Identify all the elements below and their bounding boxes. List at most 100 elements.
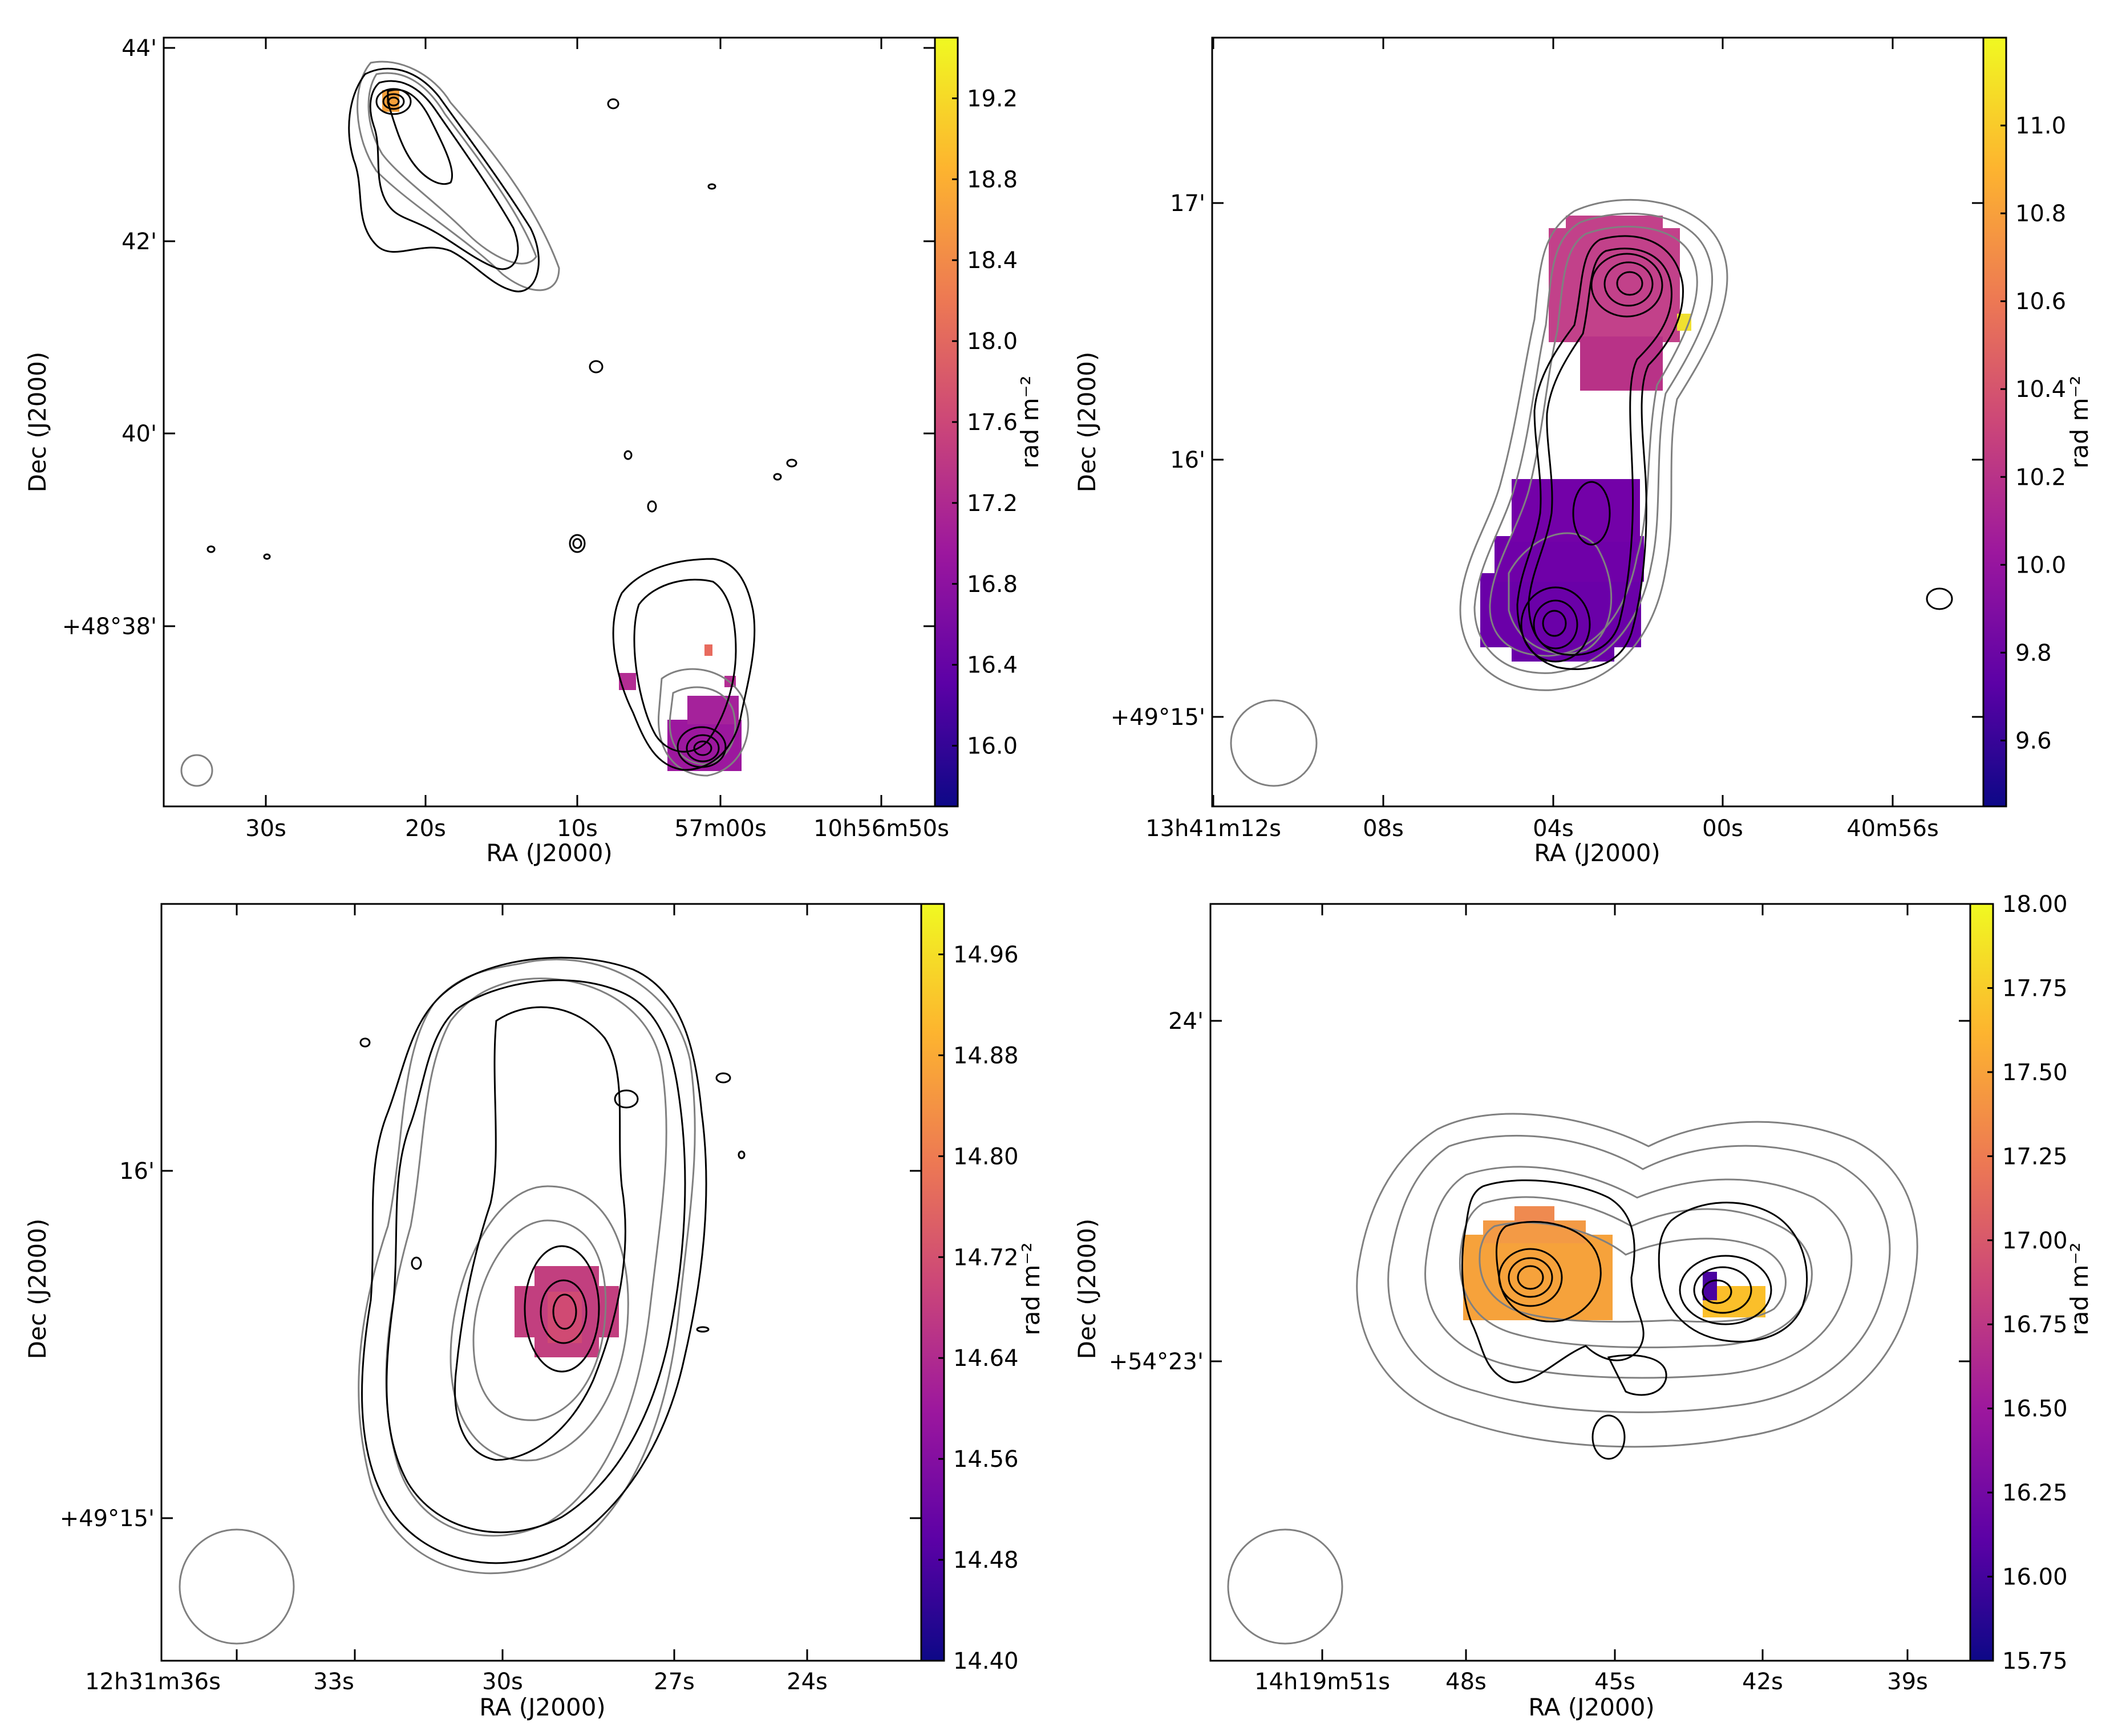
point-source	[263, 553, 271, 560]
colorbar-tick-label: 10.8	[2015, 201, 2066, 227]
point-source	[696, 1326, 710, 1333]
rm-pixels-south-b	[687, 696, 739, 724]
panel-3-black-contours	[359, 956, 746, 1564]
x-tick-label: 45s	[1594, 1669, 1635, 1695]
colorbar-tick-label: 16.0	[967, 733, 1018, 760]
panel-2-gray-contours	[1230, 198, 1728, 787]
rm-pixels-south-b	[1495, 536, 1644, 582]
rm-pixels-west-c	[1514, 1206, 1554, 1223]
point-source	[786, 459, 797, 468]
colorbar-tick-label: 10.6	[2015, 289, 2066, 315]
rm-pixels-west	[1463, 1235, 1613, 1320]
black-contour	[382, 93, 405, 110]
gray-contour	[1508, 532, 1613, 655]
colorbar-tick-label: 16.8	[967, 571, 1018, 598]
panel-2: 13h41m12s 08s 04s 00s 40m56s 17' 16' +49…	[1073, 36, 2093, 867]
x-axis-label: RA (J2000)	[1534, 839, 1661, 867]
panel-1: 30s 20s 10s 57m00s 10h56m50s 44' 42' 40'…	[23, 35, 1044, 867]
x-tick-label: 30s	[245, 816, 286, 842]
rm-pixels-south	[1480, 573, 1641, 647]
black-contour	[1616, 271, 1643, 296]
black-contour	[686, 734, 720, 762]
point-source	[607, 98, 619, 109]
colorbar-ticks: 9.6 9.8 10.0 10.2 10.4 10.6 10.8 11.0	[2000, 113, 2066, 754]
x-tick-label: 39s	[1887, 1669, 1928, 1695]
colorbar-tick-label: 16.4	[967, 652, 1018, 679]
x-tick-label: 14h19m51s	[1254, 1669, 1390, 1695]
black-contour	[1498, 1248, 1563, 1307]
black-contour	[1461, 1179, 1645, 1384]
black-contour	[1533, 599, 1578, 650]
colorbar-tick-label: 16.50	[2002, 1396, 2068, 1422]
x-axis-label: RA (J2000)	[479, 1693, 606, 1721]
black-contour	[375, 88, 412, 115]
y-axis-label: Dec (J2000)	[1073, 1219, 1101, 1360]
y-tick-label: +49°15'	[60, 1506, 155, 1532]
colorbar-tick-label: 14.48	[953, 1547, 1019, 1573]
gray-contour	[1356, 1113, 1918, 1448]
colorbar-label: rad m⁻²	[1017, 1243, 1045, 1336]
gray-contour	[1473, 212, 1714, 674]
colorbar-ticks: 14.40 14.48 14.56 14.64 14.72 14.80 14.88 14.96	[938, 942, 1019, 1674]
black-contour	[369, 80, 519, 270]
panel-2-black-contours	[1516, 235, 1953, 670]
panel-4: 14h19m51s 48s 45s 42s 39s 24' +54°23' RA…	[1073, 891, 2093, 1721]
colorbar-tick-label: 14.56	[953, 1446, 1019, 1473]
black-contour	[1591, 1414, 1626, 1460]
beam-circle	[179, 1528, 295, 1645]
gray-contour	[1459, 198, 1728, 691]
colorbar-tick-label: 18.4	[967, 248, 1018, 274]
black-contour	[1607, 1354, 1667, 1396]
panel-4-black-contours	[1461, 1179, 1808, 1460]
point-source	[1926, 587, 1953, 610]
colorbar-tick-label: 16.75	[2002, 1312, 2068, 1338]
point-source	[773, 473, 782, 481]
point-source	[572, 538, 582, 549]
gray-contour	[357, 60, 560, 291]
colorbar-tick-label: 17.2	[967, 490, 1018, 517]
panel-1-gray-contours	[180, 60, 750, 787]
black-contour	[552, 1293, 577, 1330]
black-contour	[1658, 1202, 1808, 1342]
colorbar-label: rad m⁻²	[2066, 376, 2093, 469]
black-contour	[361, 956, 707, 1564]
y-tick-label: 16'	[1170, 447, 1205, 473]
panel-2-rm-pixels	[1480, 216, 1691, 662]
black-contour	[1603, 261, 1654, 307]
rm-pixel-red	[704, 644, 712, 656]
colorbar-tick-label: 10.2	[2015, 464, 2066, 490]
black-contour	[1516, 235, 1684, 670]
colorbar-tick-label: 19.2	[967, 86, 1018, 112]
colorbar-tick-label: 17.75	[2002, 975, 2068, 1001]
panel-4-ticks	[1210, 904, 1970, 1661]
colorbar-tick-label: 11.0	[2015, 113, 2066, 139]
panel-3-ticks	[161, 904, 921, 1661]
black-contour	[1702, 1279, 1732, 1304]
black-contour	[348, 67, 540, 293]
beam-circle	[1227, 1528, 1343, 1645]
x-axis-label: RA (J2000)	[1528, 1693, 1655, 1721]
point-source	[707, 183, 716, 190]
y-tick-label: 16'	[119, 1158, 155, 1185]
y-tick-label: +48°38'	[62, 614, 157, 640]
colorbar-tick-label: 14.40	[953, 1648, 1019, 1674]
point-source	[589, 360, 604, 374]
x-tick-label: 24s	[787, 1669, 828, 1695]
x-tick-label: 20s	[405, 816, 446, 842]
x-tick-label: 10h56m50s	[813, 816, 949, 842]
gray-contour	[472, 1219, 607, 1421]
gray-contour	[358, 959, 696, 1575]
colorbar-tick-label: 18.0	[967, 328, 1018, 355]
x-tick-label: 48s	[1445, 1669, 1487, 1695]
colorbar-tick-label: 17.6	[967, 409, 1018, 436]
y-axis-label: Dec (J2000)	[23, 352, 51, 493]
panel-2-tick-labels: 13h41m12s 08s 04s 00s 40m56s 17' 16' +49…	[1111, 190, 1939, 842]
panel-3: 12h31m36s 33s 30s 27s 24s 16' +49°15' RA…	[23, 903, 1045, 1721]
gray-contour	[669, 686, 736, 765]
black-contour	[386, 979, 686, 1534]
colorbar-tick-label: 15.75	[2002, 1648, 2068, 1674]
black-contour	[1590, 253, 1663, 318]
black-contour	[524, 1245, 600, 1373]
panel-2-ticks	[1212, 38, 1983, 806]
